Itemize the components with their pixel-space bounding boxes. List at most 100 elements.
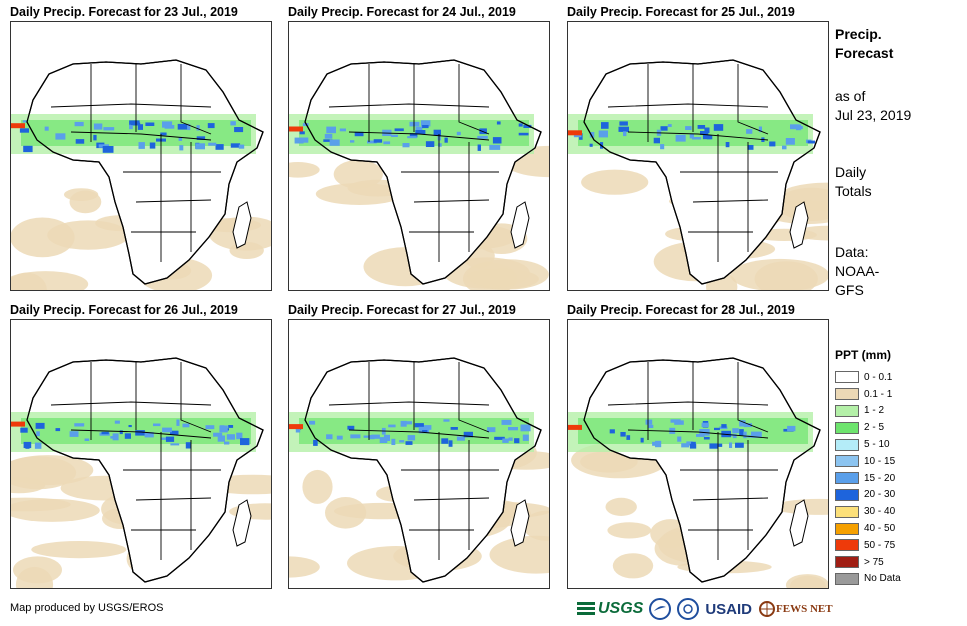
legend-item: 0 - 0.1 <box>835 369 955 386</box>
data-line-1: Data: <box>835 244 869 260</box>
legend-label: 0.1 - 1 <box>864 388 893 400</box>
legend-item: 1 - 2 <box>835 403 955 420</box>
forecast-map-4 <box>10 319 272 589</box>
side-asof: as of Jul 23, 2019 <box>835 87 911 125</box>
legend-swatch <box>835 404 859 417</box>
legend-item: 50 - 75 <box>835 537 955 554</box>
africa-map-4 <box>11 357 271 588</box>
forecast-map-2 <box>288 21 550 291</box>
legend-item: 20 - 30 <box>835 487 955 504</box>
forecast-map-1 <box>10 21 272 291</box>
legend-swatch <box>835 488 859 501</box>
africa-map-3 <box>568 59 828 290</box>
legend-item: 10 - 15 <box>835 453 955 470</box>
seal-icon <box>683 604 694 614</box>
asof-line-1: as of <box>835 88 866 104</box>
legend-swatch <box>835 572 859 585</box>
legend-label: 20 - 30 <box>864 489 896 501</box>
credit-text: Map produced by USGS/EROS <box>10 602 164 614</box>
legend-swatch <box>835 539 859 552</box>
panel-title-1: Daily Precip. Forecast for 23 Jul., 2019 <box>10 5 238 19</box>
madagascar-outline <box>232 499 252 547</box>
madagascar-outline <box>789 201 809 249</box>
noaa-bird-icon <box>654 606 667 611</box>
usaid-logo-text: USAID <box>705 600 753 618</box>
fews-globe-icon <box>759 601 776 617</box>
panel-title-6: Daily Precip. Forecast for 28 Jul., 2019 <box>567 303 795 317</box>
panel-title-5: Daily Precip. Forecast for 27 Jul., 2019 <box>288 303 516 317</box>
africa-map-5 <box>289 357 549 583</box>
legend-swatch <box>835 388 859 401</box>
forecast-map-3 <box>567 21 829 291</box>
side-totals: Daily Totals <box>835 163 872 201</box>
panel-title-2: Daily Precip. Forecast for 24 Jul., 2019 <box>288 5 516 19</box>
legend-swatch <box>835 556 859 569</box>
forecast-map-5 <box>288 319 550 589</box>
noaa-logo-icon <box>649 598 672 620</box>
legend-item: 30 - 40 <box>835 503 955 520</box>
country-borders <box>328 362 499 560</box>
logo-bar: USGS USAID FEWS NET <box>577 596 833 622</box>
legend-swatch <box>835 455 859 468</box>
usaid-logo: USAID <box>705 601 752 618</box>
legend-swatch <box>835 421 859 434</box>
fews-net-logo: FEWS NET <box>758 600 833 618</box>
legend-label: > 75 <box>864 556 884 568</box>
asof-date: Jul 23, 2019 <box>835 107 912 123</box>
africa-map-6 <box>568 357 828 588</box>
legend-swatch <box>835 438 859 451</box>
legend: PPT (mm) 0 - 0.1 0.1 - 1 1 - 2 2 - 5 5 - 10 1… <box>835 348 955 587</box>
legend-swatch <box>835 472 859 485</box>
heading-line-1: Precip. <box>835 26 882 42</box>
country-borders <box>50 362 221 560</box>
legend-label: 1 - 2 <box>864 405 885 417</box>
madagascar-outline <box>510 499 530 547</box>
usaid-seal-icon <box>677 598 700 620</box>
legend-item: No Data <box>835 571 955 588</box>
legend-item: > 75 <box>835 554 955 571</box>
legend-swatch <box>835 371 859 384</box>
legend-label: 40 - 50 <box>864 523 896 535</box>
legend-label: No Data <box>864 573 901 585</box>
legend-label: 5 - 10 <box>864 439 890 451</box>
legend-item: 0.1 - 1 <box>835 386 955 403</box>
legend-label: 10 - 15 <box>864 455 896 467</box>
legend-item: 2 - 5 <box>835 419 955 436</box>
panel-title-3: Daily Precip. Forecast for 25 Jul., 2019 <box>567 5 795 19</box>
legend-swatch <box>835 505 859 518</box>
forecast-map-6 <box>567 319 829 589</box>
africa-map-1 <box>11 59 271 290</box>
rain-band <box>11 412 256 452</box>
totals-line-1: Daily <box>835 164 867 180</box>
usgs-logo-text: USGS <box>598 600 644 617</box>
usgs-logo: USGS <box>577 600 643 618</box>
legend-label: 30 - 40 <box>864 506 896 518</box>
country-borders <box>607 362 778 560</box>
legend-item: 40 - 50 <box>835 520 955 537</box>
panel-title-4: Daily Precip. Forecast for 26 Jul., 2019 <box>10 303 238 317</box>
madagascar-outline <box>789 499 809 547</box>
legend-label: 0 - 0.1 <box>864 371 893 383</box>
legend-item: 15 - 20 <box>835 470 955 487</box>
data-line-2: NOAA- <box>835 263 880 279</box>
data-line-3: GFS <box>835 282 864 298</box>
legend-label: 2 - 5 <box>864 422 885 434</box>
madagascar-outline <box>510 201 530 249</box>
africa-map-2 <box>289 59 549 290</box>
legend-swatch <box>835 522 859 535</box>
fews-logo-text: FEWS NET <box>776 603 833 615</box>
country-borders <box>607 64 778 262</box>
heading-line-2: Forecast <box>835 45 894 61</box>
legend-item: 5 - 10 <box>835 436 955 453</box>
side-heading: Precip. Forecast <box>835 25 893 63</box>
madagascar-outline <box>232 201 252 249</box>
legend-label: 15 - 20 <box>864 472 896 484</box>
totals-line-2: Totals <box>835 183 872 199</box>
usgs-mark-icon <box>577 602 595 616</box>
country-borders <box>328 64 499 262</box>
legend-rows: 0 - 0.1 0.1 - 1 1 - 2 2 - 5 5 - 10 10 - 15 15 … <box>835 369 955 587</box>
legend-title: PPT (mm) <box>835 348 892 362</box>
country-borders <box>50 64 221 262</box>
legend-label: 50 - 75 <box>864 539 896 551</box>
side-data-source: Data: NOAA- GFS <box>835 243 879 300</box>
